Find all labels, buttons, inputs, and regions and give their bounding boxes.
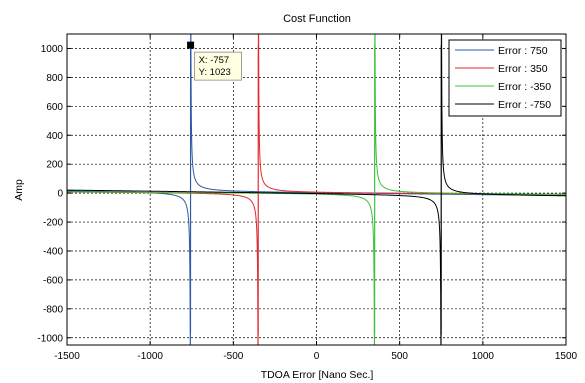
- series-line-1: [66, 33, 566, 346]
- datatip[interactable]: X: -757 Y: 1023: [187, 41, 242, 81]
- y-axis-label: Amp: [13, 179, 25, 201]
- y-tick-label: 600: [46, 102, 63, 113]
- x-tick-label: 500: [391, 351, 408, 362]
- y-tick-label: -1000: [37, 333, 63, 344]
- legend-box: [448, 39, 562, 117]
- legend-label: Error : 350: [498, 63, 548, 75]
- y-tick-label: 0: [57, 189, 63, 200]
- series-line-4: [66, 33, 566, 346]
- legend-label: Error : -350: [498, 81, 551, 93]
- datatip-box: [194, 51, 242, 81]
- series-line-3: [67, 33, 566, 346]
- x-tick-label: 0: [314, 351, 320, 362]
- datatip-y-text: Y: 1023: [199, 67, 231, 78]
- y-tick-label: -600: [43, 275, 63, 286]
- y-tick-label: 400: [46, 131, 63, 142]
- datatip-x-text: X: -757: [199, 55, 230, 66]
- chart-title: Cost Function: [283, 13, 351, 25]
- legend-label: Error : -750: [498, 99, 551, 111]
- y-tick-label: -800: [43, 304, 63, 315]
- x-tick-label: 1500: [555, 351, 578, 362]
- legend[interactable]: Error : 750 Error : 350 Error : -350 Error …: [448, 39, 562, 117]
- y-tick-label: 200: [46, 160, 63, 171]
- y-tick-label: 1000: [41, 44, 64, 55]
- x-axis-label: TDOA Error [Nano Sec.]: [261, 369, 374, 381]
- y-tick-label: -200: [43, 218, 63, 229]
- y-tick-label: 800: [46, 73, 63, 84]
- x-tick-label: -1000: [137, 351, 163, 362]
- axis-ticks: -1500 -1000 -500 0 500 1000 1500 -1000 -800 -600 -…: [37, 34, 578, 362]
- y-tick-label: -400: [43, 246, 63, 257]
- legend-label: Error : 750: [498, 45, 548, 57]
- x-tick-label: -500: [223, 351, 243, 362]
- x-tick-label: 1000: [472, 351, 495, 362]
- x-tick-label: -1500: [54, 351, 80, 362]
- series-lines: [66, 33, 566, 346]
- grid: [67, 34, 566, 345]
- datatip-marker: [187, 41, 195, 49]
